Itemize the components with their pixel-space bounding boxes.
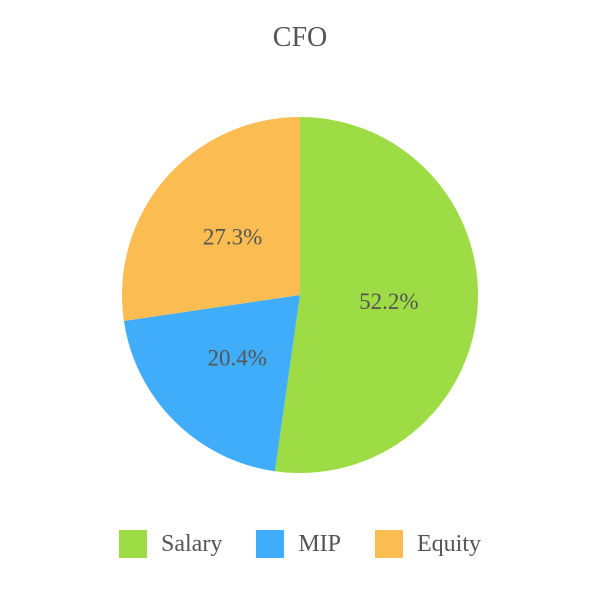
legend-label-equity: Equity — [417, 530, 481, 557]
legend-label-salary: Salary — [161, 530, 223, 557]
legend-swatch-mip — [256, 530, 285, 558]
legend-item-mip[interactable]: MIP — [256, 530, 341, 558]
slice-label-mip: 20.4% — [208, 346, 267, 371]
legend-swatch-equity — [375, 530, 403, 558]
pie-slice-mip[interactable] — [123, 295, 301, 472]
legend-item-equity[interactable]: Equity — [375, 530, 481, 558]
pie-slice-salary[interactable] — [274, 117, 478, 473]
legend: Salary MIP Equity — [0, 530, 600, 558]
pie-slice-equity[interactable] — [122, 117, 300, 321]
legend-item-salary[interactable]: Salary — [119, 530, 222, 558]
legend-swatch-salary — [119, 530, 147, 558]
chart-title: CFO — [272, 22, 328, 53]
legend-label-mip: MIP — [298, 530, 341, 557]
slice-label-salary: 52.2% — [359, 289, 418, 314]
slice-label-equity: 27.3% — [203, 224, 262, 249]
